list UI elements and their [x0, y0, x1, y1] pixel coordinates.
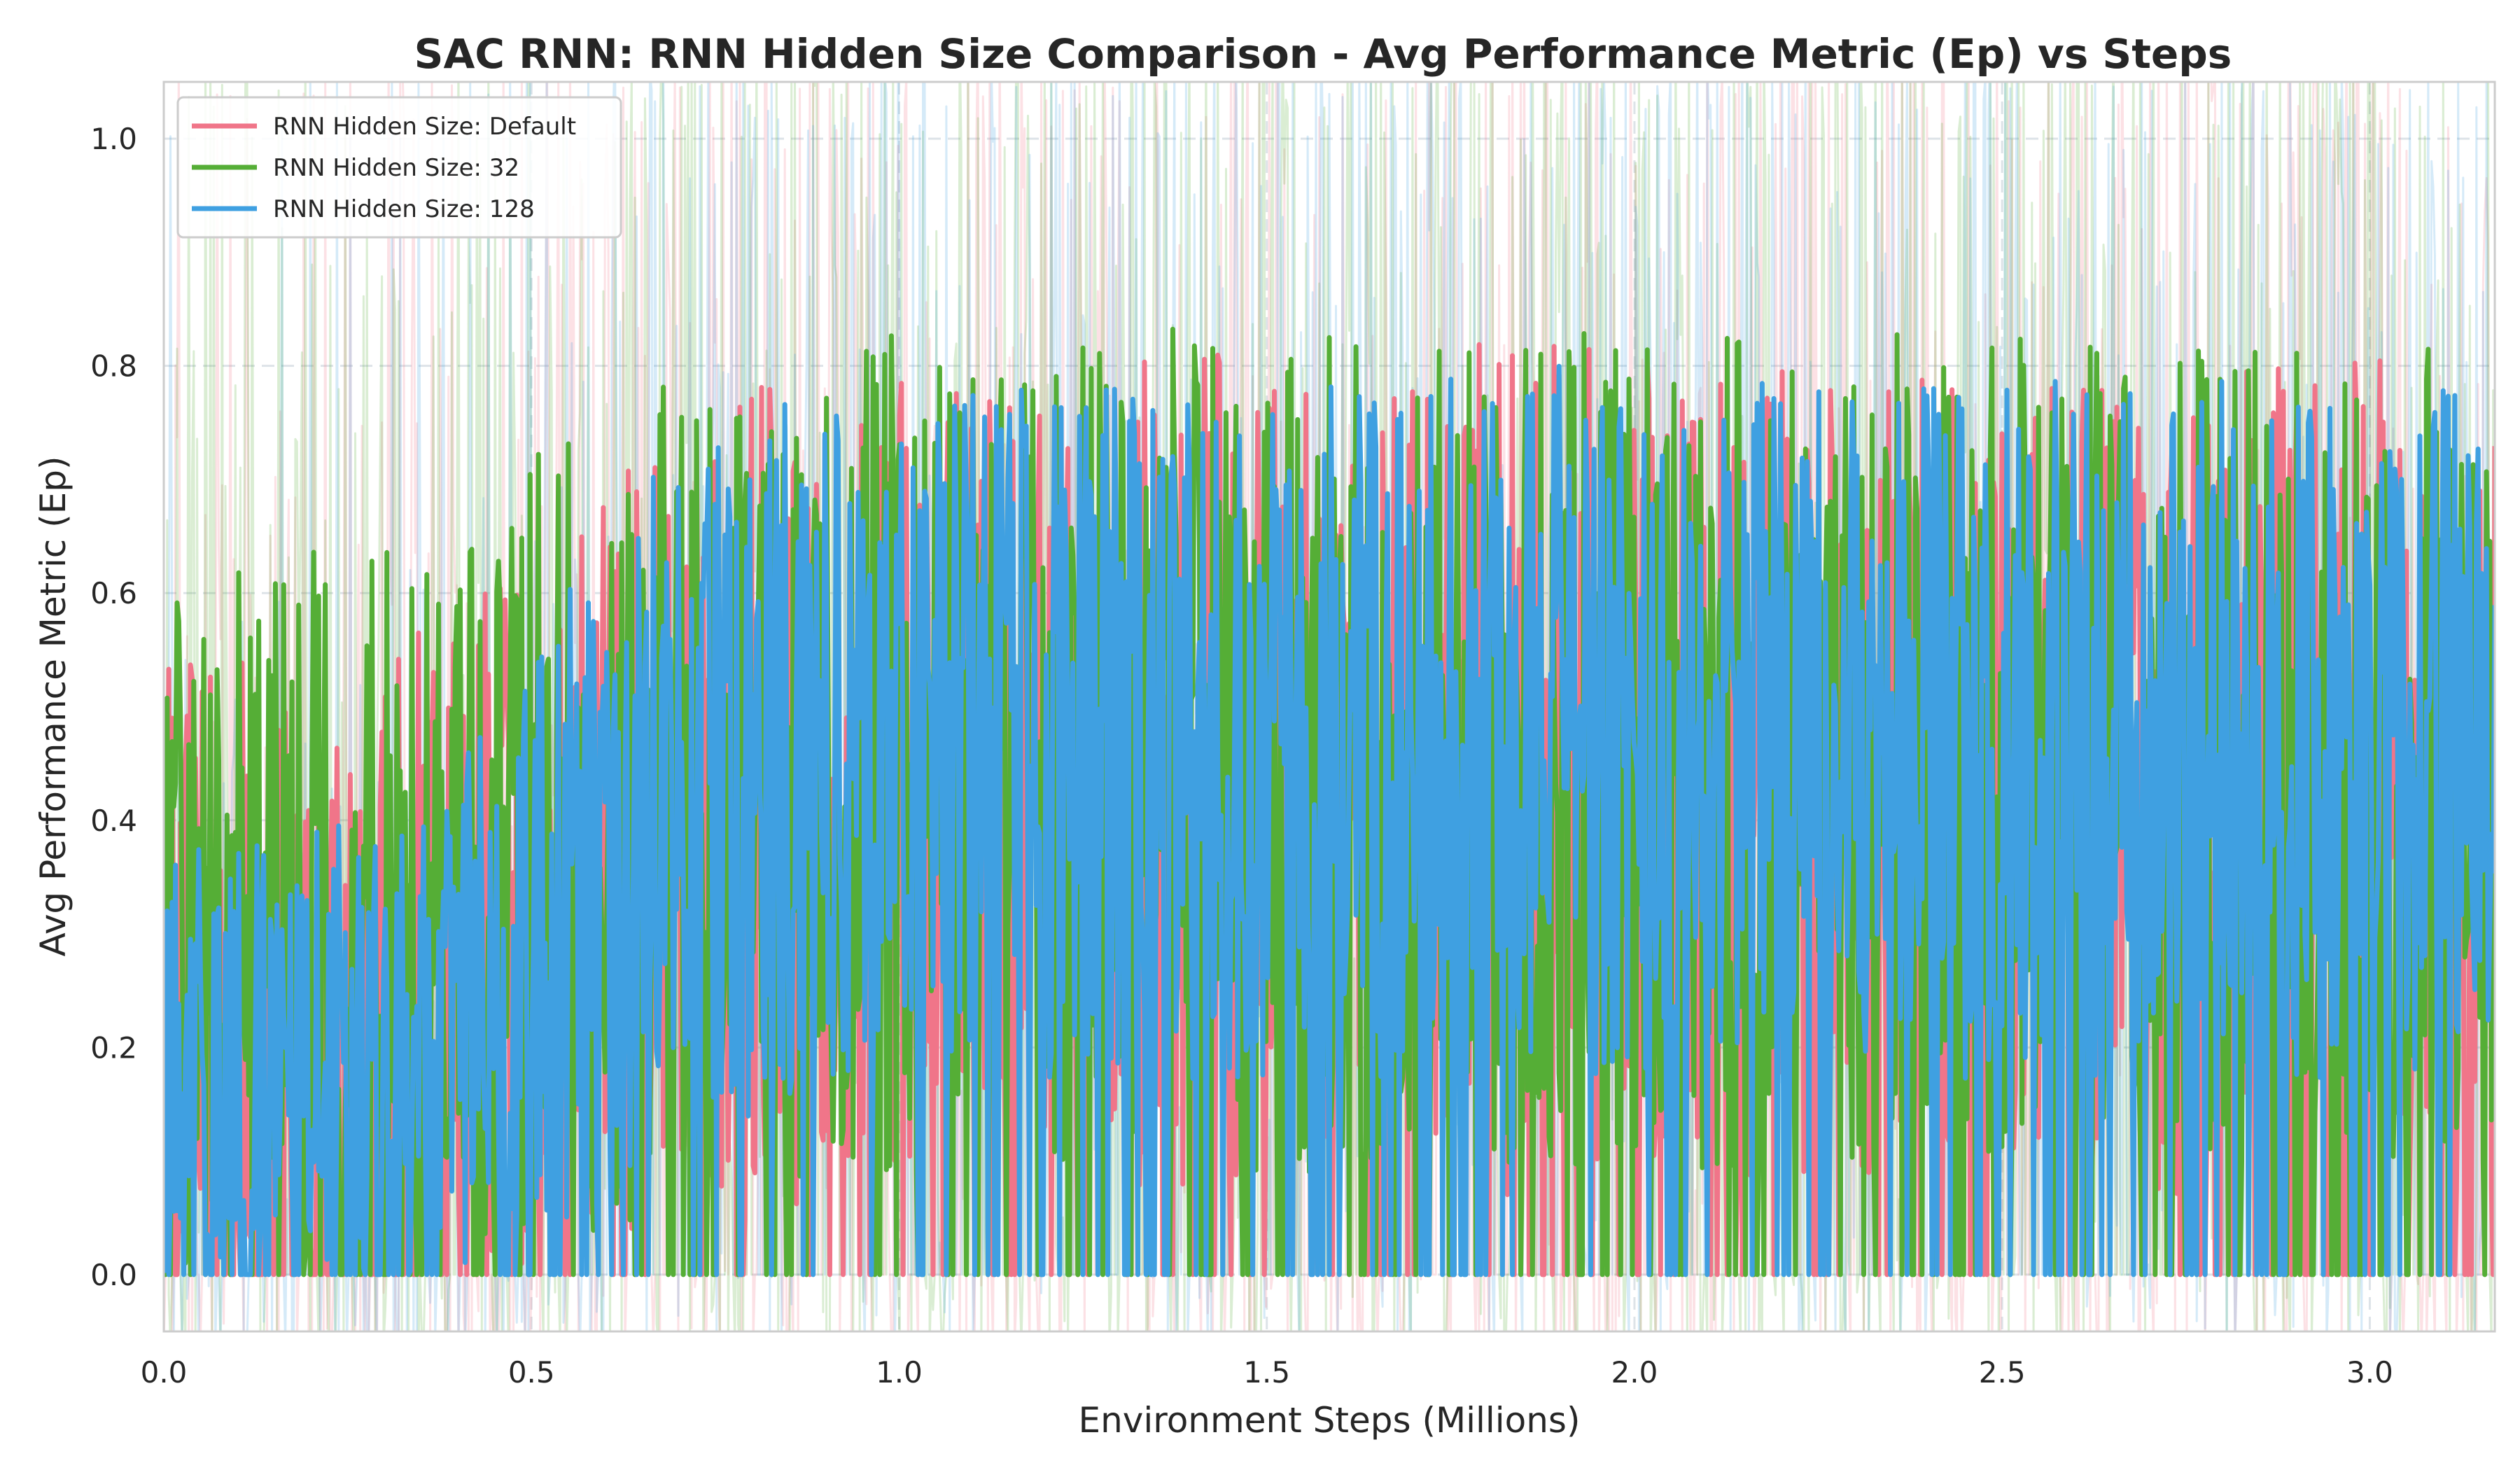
x-axis-ticks: 0.0 0.5 1.0 1.5 2.0 2.5 3.0 — [141, 1355, 2393, 1390]
legend-label: RNN Hidden Size: 32 — [273, 154, 519, 182]
y-axis-ticks: 0.0 0.2 0.4 0.6 0.8 1.0 — [90, 122, 137, 1292]
x-axis-label: Environment Steps (Millions) — [1079, 1400, 1581, 1441]
y-tick-label: 0.4 — [90, 804, 137, 838]
x-tick-label: 0.0 — [141, 1355, 188, 1390]
x-tick-label: 1.0 — [876, 1355, 923, 1390]
x-tick-label: 2.0 — [1611, 1355, 1658, 1390]
series-layer — [164, 326, 2495, 1278]
y-tick-label: 0.6 — [90, 576, 137, 610]
legend-frame — [176, 96, 622, 239]
y-tick-label: 0.2 — [90, 1030, 137, 1065]
plot-frame — [162, 80, 2496, 1333]
legend: RNN Hidden Size: Default RNN Hidden Size:… — [176, 96, 622, 239]
x-tick-label: 3.0 — [2346, 1355, 2393, 1390]
y-tick-label: 0.8 — [90, 349, 137, 384]
series-3-line — [164, 363, 2495, 1278]
y-tick-label: 1.0 — [90, 122, 137, 156]
x-tick-label: 0.5 — [508, 1355, 555, 1390]
y-tick-label: 0.0 — [90, 1258, 137, 1292]
x-tick-label: 2.5 — [1979, 1355, 2026, 1390]
legend-label: RNN Hidden Size: 128 — [273, 195, 535, 223]
chart-title: SAC RNN: RNN Hidden Size Comparison - Av… — [414, 30, 2232, 78]
y-axis-label: Avg Performance Metric (Ep) — [33, 456, 74, 957]
legend-label: RNN Hidden Size: Default — [273, 113, 576, 141]
x-tick-label: 1.5 — [1243, 1355, 1290, 1390]
